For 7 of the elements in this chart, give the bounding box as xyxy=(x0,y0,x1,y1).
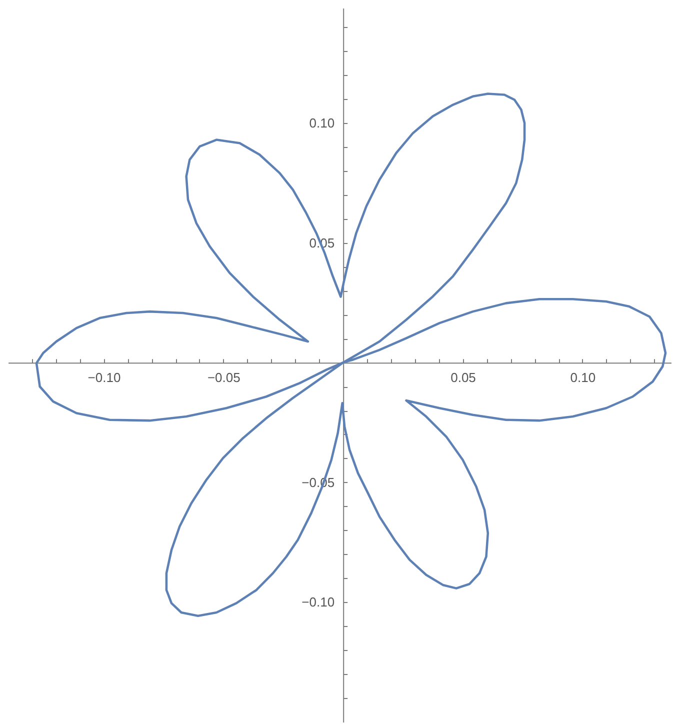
x-tick-label: −0.10 xyxy=(88,370,121,386)
x-tick-label: 0.05 xyxy=(450,370,476,386)
y-tick-label: 0.10 xyxy=(309,116,335,131)
x-tick-label: −0.05 xyxy=(207,370,240,386)
x-tick-label: 0.10 xyxy=(570,370,596,386)
line-series xyxy=(35,92,667,618)
y-tick-label: −0.10 xyxy=(302,594,335,610)
